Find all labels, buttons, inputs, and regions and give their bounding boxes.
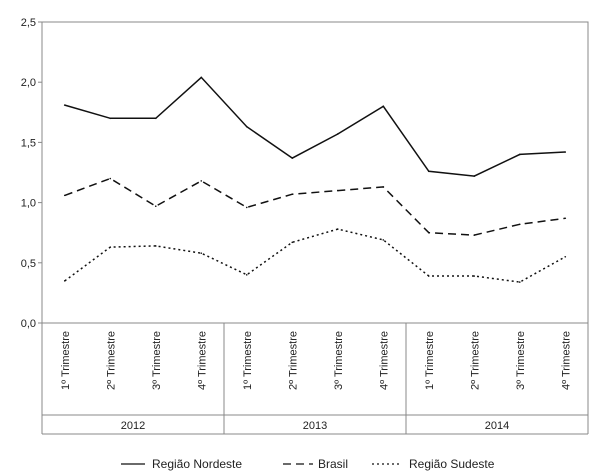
data-point	[155, 118, 157, 120]
y-tick-label: 1,5	[21, 137, 36, 149]
data-point	[519, 281, 521, 283]
series-line	[65, 77, 566, 176]
legend: Região Nordeste Brasil Região Sudeste	[121, 457, 495, 471]
data-point	[200, 252, 202, 254]
legend-label: Região Nordeste	[152, 457, 242, 471]
category-label: 3º Trimestre	[151, 331, 163, 390]
data-point	[564, 256, 566, 258]
data-point	[200, 180, 202, 182]
data-point	[155, 205, 157, 207]
data-point	[155, 245, 157, 247]
category-label: 3º Trimestre	[333, 331, 345, 390]
data-point	[473, 275, 475, 277]
data-point	[200, 77, 202, 79]
legend-label: Região Sudeste	[409, 457, 495, 471]
data-point	[428, 170, 430, 172]
series-line	[65, 179, 566, 236]
category-label: 2º Trimestre	[105, 331, 117, 390]
data-point	[64, 195, 66, 197]
data-point	[246, 207, 248, 209]
data-point	[64, 104, 66, 106]
y-tick-label: 0,5	[21, 258, 36, 270]
series-line	[65, 229, 566, 282]
data-point	[109, 178, 111, 180]
data-point	[382, 186, 384, 188]
data-point	[519, 223, 521, 225]
series-lines	[64, 77, 566, 283]
data-point	[473, 234, 475, 236]
data-point	[64, 280, 66, 282]
category-label: 2º Trimestre	[287, 331, 299, 390]
data-point	[337, 190, 339, 192]
year-labels: 2012 2013 2014	[121, 420, 509, 432]
plot-frame	[42, 22, 588, 323]
category-label: 4º Trimestre	[378, 331, 390, 390]
data-point	[428, 232, 430, 234]
category-label: 1º Trimestre	[424, 331, 436, 390]
legend-label: Brasil	[318, 457, 348, 471]
y-tick-label: 1,0	[21, 198, 36, 210]
category-label: 4º Trimestre	[560, 331, 572, 390]
category-label: 4º Trimestre	[196, 331, 208, 390]
data-point	[109, 118, 111, 120]
data-point	[109, 246, 111, 248]
y-tick-label: 0,0	[21, 318, 36, 330]
data-point	[246, 274, 248, 276]
y-tick-label: 2,0	[21, 77, 36, 89]
category-label: 3º Trimestre	[515, 331, 527, 390]
data-point	[473, 175, 475, 177]
category-label: 1º Trimestre	[242, 331, 254, 390]
data-point	[382, 239, 384, 241]
year-label: 2013	[303, 420, 327, 432]
category-label: 2º Trimestre	[469, 331, 481, 390]
data-point	[428, 275, 430, 277]
data-point	[246, 126, 248, 128]
y-tick-labels: 0,0 0,5 1,0 1,5 2,0 2,5	[21, 17, 36, 330]
data-point	[564, 217, 566, 219]
data-point	[291, 193, 293, 195]
data-point	[291, 242, 293, 244]
data-point	[337, 133, 339, 135]
y-tick-label: 2,5	[21, 17, 36, 29]
category-labels: 1º Trimestre 2º Trimestre 3º Trimestre 4º T…	[60, 331, 573, 390]
data-point	[382, 105, 384, 107]
data-point	[564, 151, 566, 153]
data-point	[291, 157, 293, 159]
data-point	[519, 154, 521, 156]
year-label: 2012	[121, 420, 145, 432]
category-label: 1º Trimestre	[60, 331, 72, 390]
year-label: 2014	[485, 420, 509, 432]
data-point	[337, 228, 339, 230]
